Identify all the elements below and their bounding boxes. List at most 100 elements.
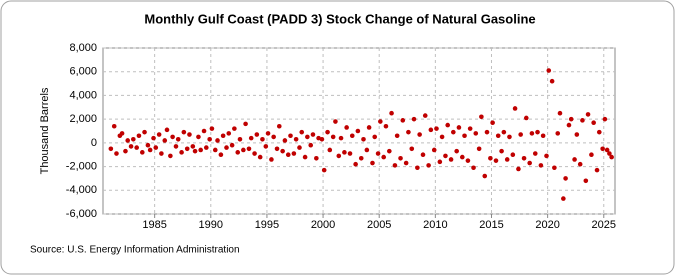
point <box>220 133 226 139</box>
point <box>347 151 353 156</box>
point <box>235 150 241 155</box>
x-tick-label: 2025 <box>592 219 616 231</box>
point <box>196 134 201 140</box>
point <box>142 129 147 135</box>
point <box>518 132 523 137</box>
y-tick-label: 4,000 <box>69 89 97 101</box>
point <box>358 155 364 161</box>
point <box>349 133 355 139</box>
point <box>602 116 608 122</box>
point <box>147 147 153 153</box>
y-tick-label: 6,000 <box>69 66 97 78</box>
point <box>125 138 131 143</box>
point <box>459 154 465 160</box>
point <box>488 155 493 161</box>
point <box>493 158 499 163</box>
point <box>218 152 224 158</box>
point <box>282 138 288 143</box>
point <box>342 150 347 155</box>
point <box>288 133 293 139</box>
x-tick-label: 1990 <box>199 219 223 231</box>
point <box>417 132 422 137</box>
point <box>392 163 398 168</box>
point <box>145 142 151 148</box>
point <box>314 155 319 161</box>
point <box>260 137 265 142</box>
x-tick-label: 2020 <box>535 219 559 231</box>
point <box>207 137 212 142</box>
point <box>209 126 215 131</box>
point <box>164 127 170 133</box>
point <box>479 114 484 120</box>
point <box>591 120 596 125</box>
point <box>585 112 591 117</box>
point <box>162 138 168 143</box>
point <box>495 133 501 139</box>
point <box>308 142 314 148</box>
y-tick-label: 8,000 <box>69 42 97 54</box>
point <box>394 133 400 139</box>
point <box>285 152 291 158</box>
point <box>187 132 192 137</box>
y-tick-label: -6,000 <box>66 208 97 220</box>
point <box>179 150 184 155</box>
point <box>310 132 316 137</box>
source-note: Source: U.S. Energy Information Administ… <box>30 245 240 256</box>
x-tick-label: 1985 <box>142 219 166 231</box>
point <box>330 134 336 140</box>
point <box>319 137 325 142</box>
point <box>490 120 495 125</box>
point <box>370 160 375 166</box>
point <box>577 161 583 167</box>
point <box>471 165 476 171</box>
x-tick-label: 2000 <box>311 219 335 231</box>
point <box>583 178 589 184</box>
point <box>134 145 139 150</box>
point <box>594 167 600 173</box>
point <box>212 147 218 153</box>
x-tick-label: 2015 <box>479 219 503 231</box>
point <box>336 153 342 159</box>
point <box>364 147 370 153</box>
point <box>406 129 411 135</box>
point <box>201 128 207 134</box>
point <box>400 118 406 123</box>
point <box>549 78 555 84</box>
point <box>203 145 209 150</box>
point <box>552 165 557 171</box>
point <box>131 137 136 142</box>
point <box>355 128 361 134</box>
point <box>387 148 392 154</box>
point <box>600 146 605 152</box>
point <box>561 196 566 201</box>
y-tick-label: 2,000 <box>69 113 97 125</box>
point <box>512 106 518 111</box>
point <box>451 129 456 135</box>
point <box>226 131 232 136</box>
point <box>181 129 187 135</box>
point <box>302 154 308 160</box>
point <box>443 153 448 159</box>
point <box>426 163 431 168</box>
point <box>456 125 462 130</box>
point <box>507 134 512 140</box>
point <box>327 147 333 153</box>
point <box>232 126 237 131</box>
point <box>529 131 535 136</box>
point <box>538 163 544 168</box>
point <box>175 137 181 142</box>
point <box>609 154 614 160</box>
point <box>383 123 389 129</box>
y-tick-label: 0 <box>91 137 97 149</box>
point <box>338 135 344 141</box>
point <box>136 133 142 139</box>
point <box>501 129 507 135</box>
point <box>504 157 510 162</box>
point <box>381 154 387 160</box>
point <box>271 134 276 140</box>
point <box>257 154 263 160</box>
point <box>173 144 179 149</box>
point <box>439 134 445 140</box>
point <box>454 148 459 154</box>
point <box>299 129 305 135</box>
